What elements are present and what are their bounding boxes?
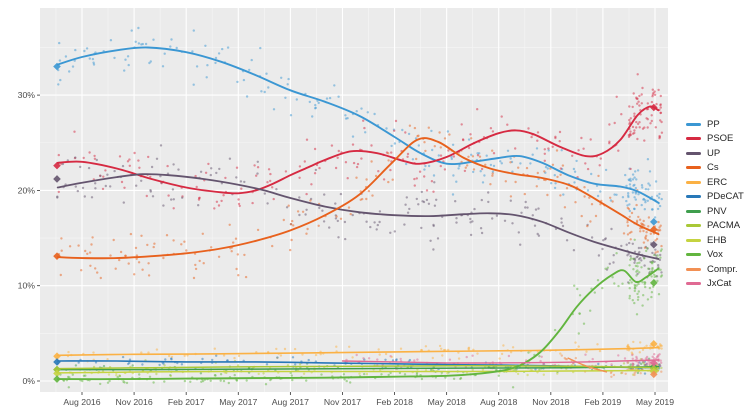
trend-line-compr (567, 357, 608, 373)
start-marker-vox (53, 375, 61, 383)
trend-line-ehb (56, 369, 660, 374)
legend-label: UP (707, 147, 721, 159)
legend-item-up: UP (686, 146, 744, 161)
x-tick-label: Nov 2017 (324, 397, 361, 407)
legend-item-pdecat: PDeCAT (686, 190, 744, 205)
legend-swatch-compr (686, 267, 701, 271)
legend-swatch-pdecat (686, 195, 701, 199)
legend-swatch-erc (686, 180, 701, 184)
x-tick-label: May 2017 (219, 397, 257, 407)
x-tick-label: Nov 2016 (115, 397, 152, 407)
trend-line-vox (56, 267, 660, 381)
trend-line-up (56, 173, 660, 260)
end-marker-pp (649, 218, 658, 226)
legend-swatch-pp (686, 122, 701, 126)
legend-item-erc: ERC (686, 175, 744, 190)
legend-swatch-pnv (686, 209, 701, 213)
start-marker-pacma (53, 365, 61, 374)
legend-item-pp: PP (686, 117, 744, 132)
legend-label: Cs (707, 162, 719, 173)
legend-swatch-ehb (686, 238, 701, 242)
legend-item-jxcat: JxCat (686, 277, 744, 292)
legend-label: PSOE (707, 133, 734, 144)
end-marker-erc (649, 340, 658, 348)
legend-swatch-jxcat (686, 282, 701, 286)
x-tick-label: Feb 2017 (168, 397, 205, 407)
legend-label: JxCat (707, 278, 732, 289)
legend-item-ehb: EHB (686, 233, 744, 248)
start-marker-cs (53, 252, 61, 260)
legend-label: ERC (707, 176, 728, 188)
start-marker-ehb (53, 369, 61, 378)
scatter-pp (57, 26, 663, 219)
trend-line-jxcat (341, 359, 660, 364)
trend-line-psoe (56, 105, 660, 195)
end-marker-cs (649, 225, 658, 234)
trend-line-pacma (56, 365, 660, 370)
legend-item-pacma: PACMA (686, 219, 744, 234)
y-tick-label: 20% (18, 185, 36, 195)
axis-ticks (37, 94, 656, 395)
start-marker-erc (53, 352, 61, 361)
x-tick-label: Nov 2018 (532, 397, 569, 407)
y-tick-label: 10% (18, 281, 36, 291)
trend-line-erc (56, 346, 660, 357)
scatter-psoe (57, 73, 664, 210)
legend-label: Vox (707, 249, 723, 260)
x-tick-label: May 2019 (636, 397, 674, 407)
legend-label: PACMA (707, 220, 741, 231)
end-marker-vox (649, 279, 658, 287)
legend-label: PDeCAT (707, 191, 744, 202)
trend-line-cs (56, 137, 660, 260)
legend-label: PP (707, 118, 720, 130)
x-tick-label: Aug 2016 (63, 397, 100, 407)
legend-item-cs: Cs (686, 161, 744, 176)
end-marker-compr (649, 370, 658, 379)
legend: PP PSOE UP Cs ERC PDeCAT PNV PACMA EHB Vox Compr. J… (686, 117, 744, 291)
legend-item-compr: Compr. (686, 262, 744, 277)
legend-swatch-vox (686, 253, 701, 257)
start-marker-pp (53, 62, 61, 71)
scatter-cs (57, 124, 663, 280)
y-tick-label: 30% (18, 90, 36, 100)
legend-label: Compr. (707, 263, 738, 275)
end-marker-up (649, 240, 658, 249)
y-tick-label: 0% (22, 376, 35, 386)
x-tick-label: Feb 2019 (585, 397, 622, 407)
legend-item-pnv: PNV (686, 204, 744, 219)
legend-swatch-up (686, 151, 701, 155)
legend-swatch-cs (686, 166, 701, 170)
x-tick-label: May 2018 (428, 397, 466, 407)
panel-background (40, 8, 668, 392)
legend-label: EHB (707, 234, 727, 246)
start-marker-up (53, 175, 61, 183)
x-tick-label: Aug 2018 (480, 397, 517, 407)
end-marker-psoe (649, 103, 658, 112)
x-tick-label: Aug 2017 (272, 397, 309, 407)
start-marker-psoe (53, 161, 61, 170)
legend-item-vox: Vox (686, 248, 744, 263)
x-tick-label: Feb 2018 (376, 397, 413, 407)
legend-swatch-pacma (686, 224, 701, 228)
trend-line-pnv (56, 365, 660, 371)
legend-label: PNV (707, 205, 727, 217)
start-marker-pdecat (53, 358, 61, 366)
legend-swatch-psoe (686, 137, 701, 141)
end-marker-jxcat (649, 359, 658, 367)
legend-item-psoe: PSOE (686, 132, 744, 147)
